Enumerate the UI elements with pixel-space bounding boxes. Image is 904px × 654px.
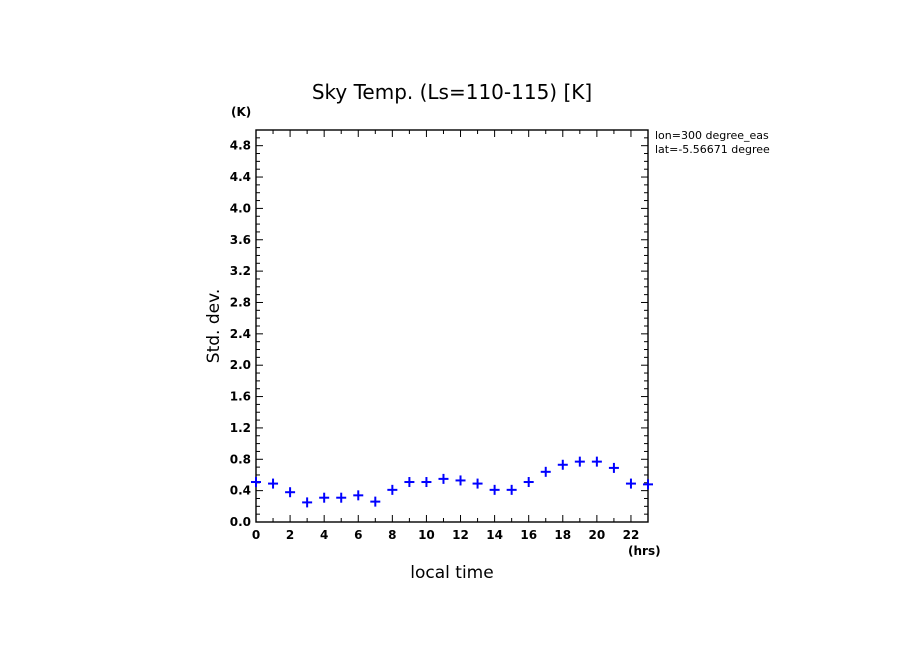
chart-title: Sky Temp. (Ls=110-115) [K] [312, 80, 592, 104]
data-point [370, 496, 381, 507]
x-tick-label: 2 [286, 528, 294, 542]
data-point [336, 492, 347, 503]
y-tick-label: 0.4 [230, 484, 251, 498]
y-tick-label: 1.2 [230, 421, 251, 435]
x-tick-label: 22 [623, 528, 640, 542]
x-tick-label: 10 [418, 528, 435, 542]
x-tick-label: 12 [452, 528, 469, 542]
data-point [591, 456, 602, 467]
data-point [285, 487, 296, 498]
x-axis-label: local time [410, 563, 493, 583]
data-point [302, 497, 313, 508]
y-tick-label: 3.2 [230, 264, 251, 278]
data-point [438, 473, 449, 484]
data-point [319, 492, 330, 503]
data-point [268, 478, 279, 489]
y-tick-label: 2.8 [230, 295, 251, 309]
axis-ticks: 0.0 0.4 0.8 1.2 1.6 2.0 2.4 2.8 3.2 3.6 4.0 4.4 4.8 0… [230, 129, 649, 542]
annotation-lat: lat=-5.56671 degree [655, 143, 770, 156]
data-point [574, 456, 585, 467]
data-point [404, 477, 415, 488]
data-point [251, 477, 261, 488]
data-point [353, 490, 364, 501]
data-point [387, 484, 398, 495]
x-tick-label: 14 [486, 528, 503, 542]
x-tick-label: 16 [520, 528, 537, 542]
x-tick-label: 8 [388, 528, 396, 542]
data-point [540, 466, 551, 477]
y-tick-label: 4.8 [230, 139, 251, 153]
data-point [421, 477, 432, 488]
y-tick-label: 0.0 [230, 515, 251, 529]
y-axis-label: Std. dev. [204, 289, 224, 363]
y-tick-label: 1.6 [230, 390, 251, 404]
data-point [608, 462, 619, 473]
y-tick-label: 2.4 [230, 327, 251, 341]
data-point [506, 484, 517, 495]
data-point [455, 475, 466, 486]
x-tick-label: 0 [252, 528, 260, 542]
y-unit-label: (K) [231, 105, 251, 119]
data-point [523, 477, 534, 488]
y-tick-label: 4.0 [230, 201, 251, 215]
x-tick-label: 20 [589, 528, 606, 542]
data-point [472, 478, 483, 489]
data-points [251, 456, 653, 508]
x-tick-label: 4 [320, 528, 328, 542]
x-unit-label: (hrs) [628, 544, 661, 558]
y-tick-label: 2.0 [230, 358, 251, 372]
y-tick-label: 3.6 [230, 233, 251, 247]
y-tick-label: 0.8 [230, 452, 251, 466]
data-point [625, 478, 636, 489]
data-point [557, 459, 568, 470]
plot-frame [255, 129, 649, 523]
annotation-lon: lon=300 degree_eas [655, 129, 769, 142]
x-tick-label: 18 [554, 528, 571, 542]
data-point [643, 479, 653, 490]
data-point [489, 484, 500, 495]
y-tick-label: 4.4 [230, 170, 251, 184]
x-tick-label: 6 [354, 528, 362, 542]
